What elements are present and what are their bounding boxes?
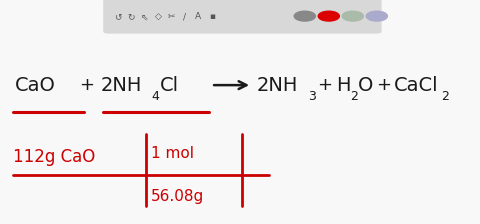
Text: 112g CaO: 112g CaO [13,148,96,166]
Text: CaO: CaO [14,76,55,95]
Text: 2NH: 2NH [101,76,142,95]
Text: O: O [358,76,373,95]
Text: ↻: ↻ [127,12,135,21]
Text: 2: 2 [350,90,358,103]
Text: H: H [336,76,350,95]
Text: +: + [317,76,332,94]
Text: +: + [79,76,94,94]
Text: Cl: Cl [160,76,179,95]
Circle shape [294,11,315,21]
Circle shape [318,11,339,21]
Text: /: / [183,12,186,21]
Circle shape [366,11,387,21]
Text: ↺: ↺ [114,12,121,21]
Text: A: A [195,12,201,21]
Text: ✂: ✂ [168,12,176,21]
Text: ◇: ◇ [155,12,162,21]
Text: 56.08g: 56.08g [151,189,204,203]
Text: ⇖: ⇖ [141,12,149,21]
Text: CaCl: CaCl [394,76,438,95]
Text: 3: 3 [308,90,315,103]
Circle shape [342,11,363,21]
Text: 1 mol: 1 mol [151,146,194,161]
Text: 2NH: 2NH [257,76,298,95]
Text: ▪: ▪ [210,12,216,21]
Text: 2: 2 [442,90,449,103]
Text: +: + [376,76,391,94]
Text: 4: 4 [152,90,159,103]
FancyBboxPatch shape [103,0,382,34]
